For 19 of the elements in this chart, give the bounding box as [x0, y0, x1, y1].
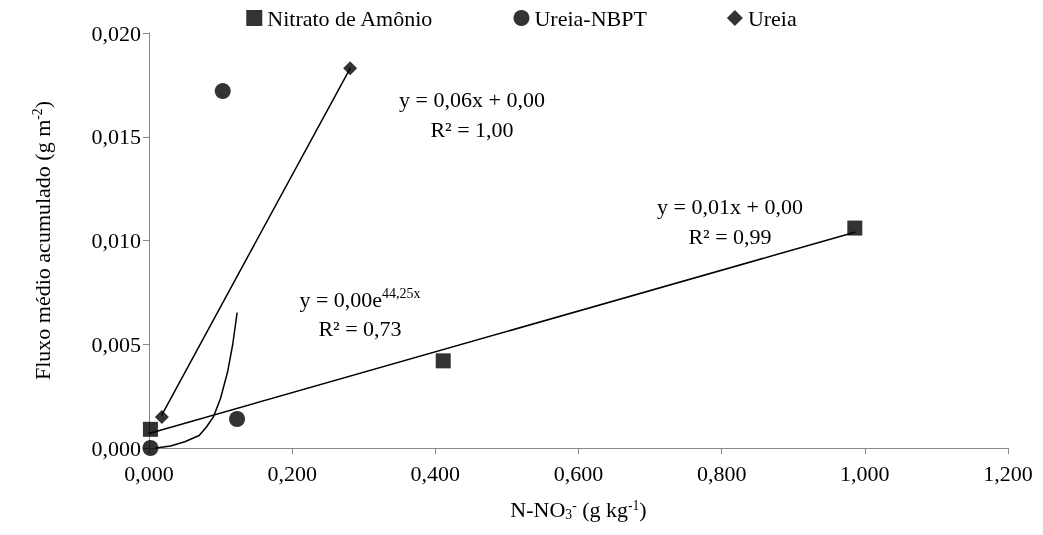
annotation: y = 0,06x + 0,00 R² = 1,00	[399, 86, 545, 144]
x-tick-label: 0,400	[410, 460, 461, 486]
x-tick-label: 0,800	[696, 460, 747, 486]
legend-label: Nitrato de Amônio	[267, 5, 433, 31]
x-tick-label: 0,600	[553, 460, 604, 486]
y-tick-label: 0,000	[91, 435, 141, 461]
x-tick-label: 1,200	[983, 460, 1033, 486]
y-tick-label: 0,010	[91, 228, 141, 253]
legend-label: Ureia	[747, 5, 797, 31]
y-tick-label: 0,020	[91, 20, 141, 46]
legend-label: Ureia-NBPT	[534, 5, 648, 31]
x-tick-label: 1,000	[840, 460, 890, 486]
y-axis-title: Fluxo médio acumulado (g m-2)	[29, 101, 55, 380]
y-tick-label: 0,015	[91, 124, 141, 150]
y-tick-label: 0,005	[91, 331, 141, 357]
x-tick-label: 0,000	[124, 460, 174, 486]
annotation: y = 0,00e$^{44,25x}$ R² = 0,73	[299, 285, 421, 344]
annotation: y = 0,01x + 0,00 R² = 0,99	[657, 193, 803, 251]
x-tick-label: 0,200	[267, 460, 317, 486]
